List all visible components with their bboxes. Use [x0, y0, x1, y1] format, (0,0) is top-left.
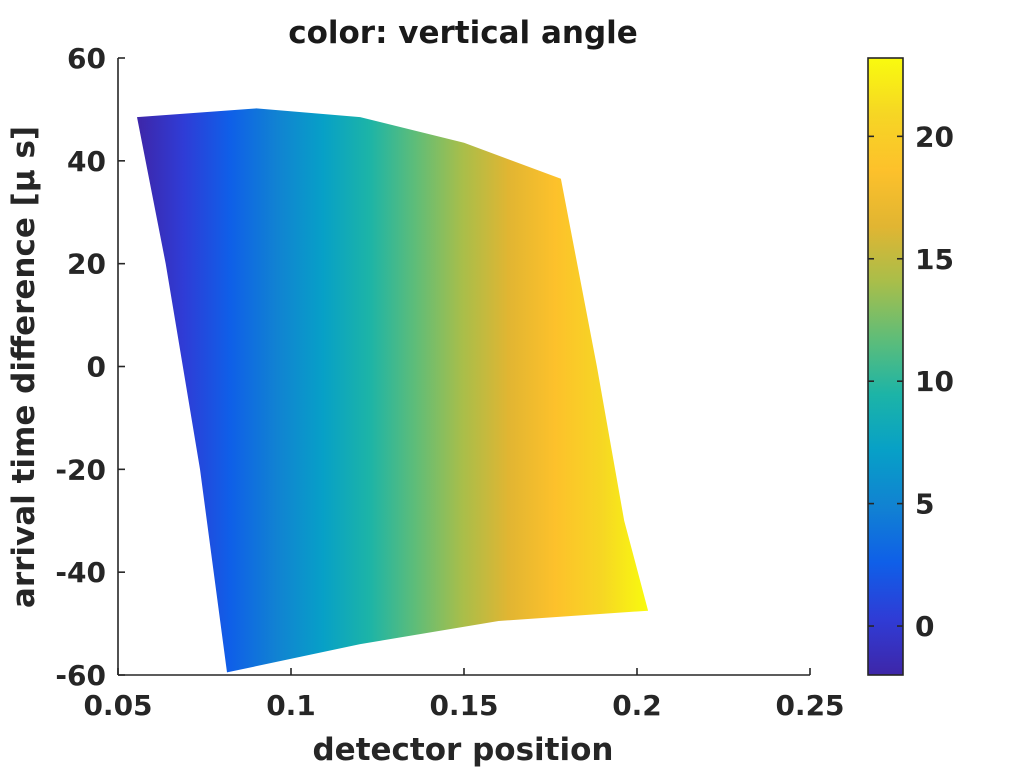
colorbar-tick-label: 15 — [915, 243, 954, 276]
colorbar-tick-group: 20 15 10 5 0 — [868, 120, 954, 643]
x-tick-group: 0.05 0.1 0.15 0.2 0.25 — [83, 668, 845, 722]
colorbar-scale — [867, 57, 904, 676]
y-tick-group: 60 40 20 0 -20 -40 -60 — [55, 42, 125, 692]
colorbar-tick-label: 5 — [915, 488, 934, 521]
colorbar-tick-label: 20 — [915, 120, 954, 153]
y-tick-label: 20 — [67, 248, 106, 281]
y-axis-label: arrival time difference [μ s] — [6, 126, 42, 608]
x-tick-label: 0.1 — [266, 689, 316, 722]
y-tick-label: -40 — [55, 556, 106, 589]
y-tick-label: 60 — [67, 42, 106, 75]
x-tick-label: 0.25 — [775, 689, 844, 722]
vertical-angle-region — [137, 108, 649, 673]
colorbar-tick-label: 10 — [915, 365, 954, 398]
x-tick-label: 0.2 — [612, 689, 662, 722]
x-tick-label: 0.05 — [83, 689, 152, 722]
colorbar-tick-label: 0 — [915, 610, 934, 643]
y-tick-label: -20 — [55, 453, 106, 486]
colorbar: 20 15 10 5 0 — [867, 57, 954, 676]
y-tick-label: -60 — [55, 659, 106, 692]
x-axis: 0.05 0.1 0.15 0.2 0.25 — [83, 668, 845, 722]
chart-title: color: vertical angle — [288, 15, 638, 51]
y-tick-label: 40 — [67, 145, 106, 178]
x-axis-label: detector position — [312, 732, 613, 768]
y-axis: 60 40 20 0 -20 -40 -60 — [55, 42, 125, 692]
x-tick-label: 0.15 — [429, 689, 498, 722]
y-tick-label: 0 — [87, 351, 106, 384]
